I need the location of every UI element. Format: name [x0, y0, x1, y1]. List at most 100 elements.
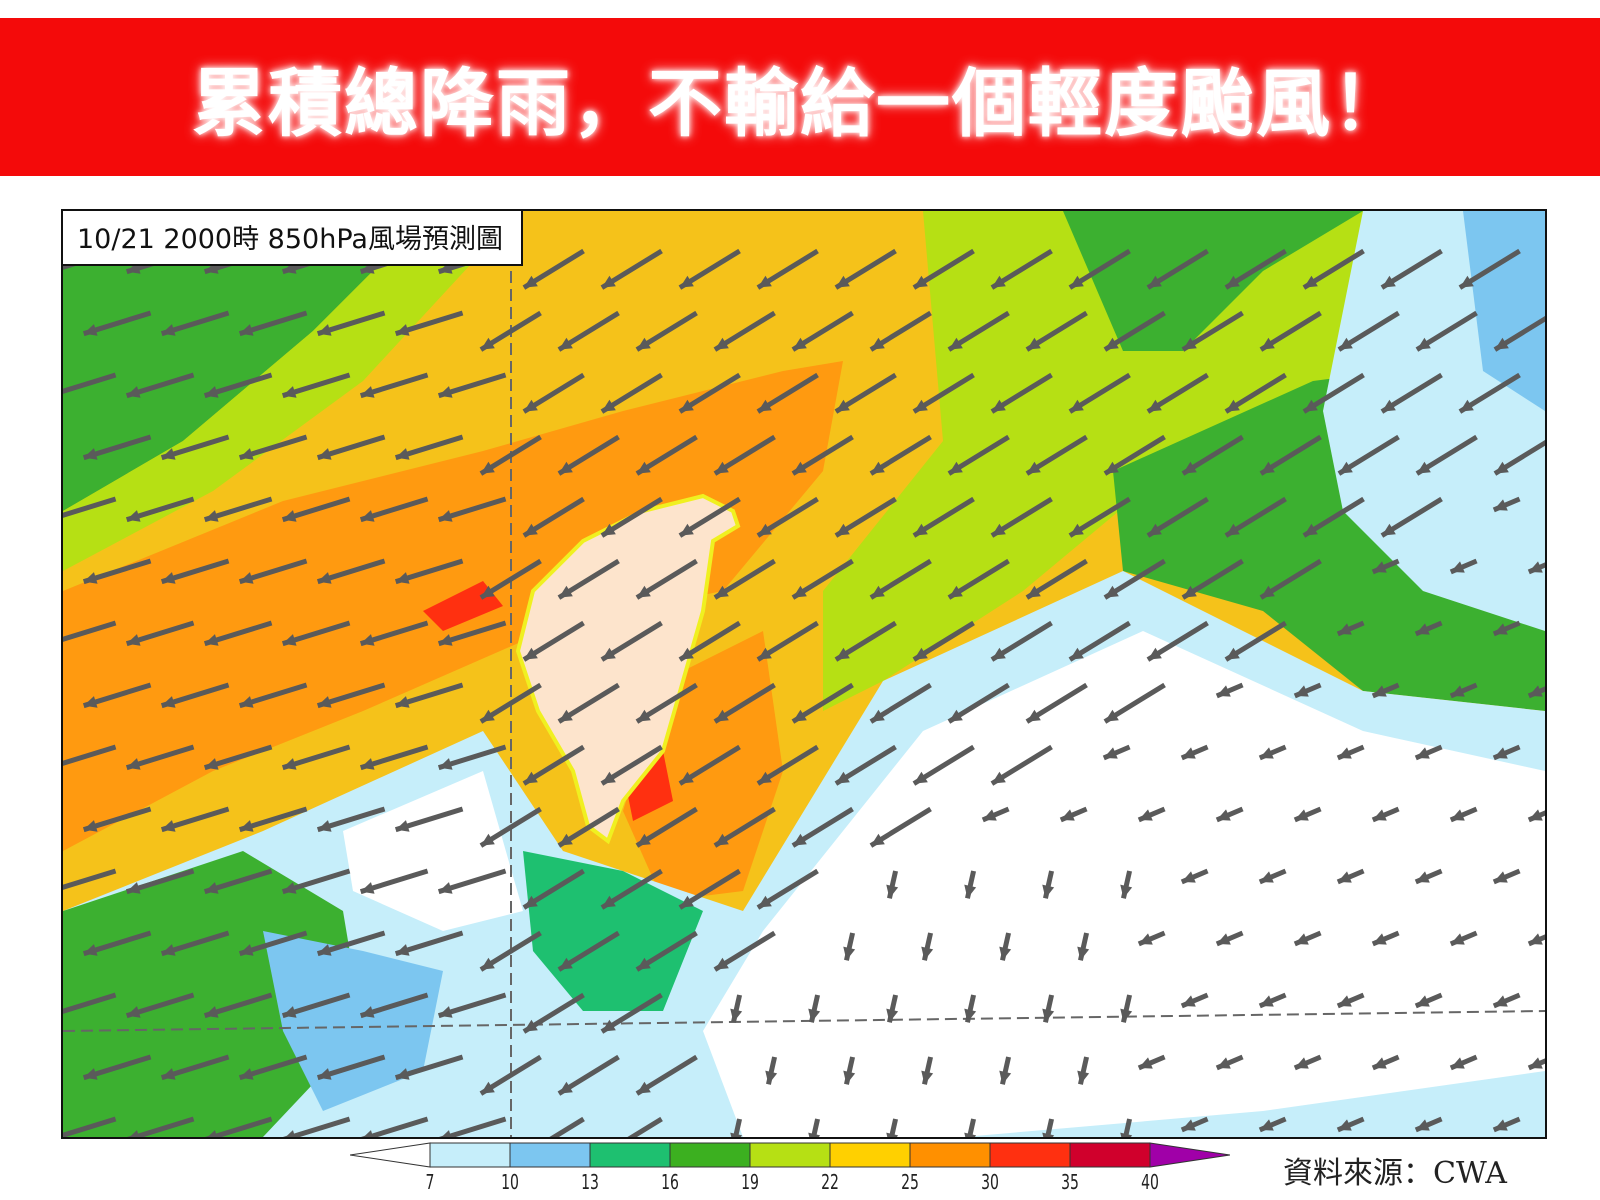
wind-arrow-head	[601, 647, 616, 660]
wind-arrow-head	[1337, 747, 1352, 759]
wind-arrow-head	[1103, 747, 1118, 759]
wind-arrow-head	[1042, 1008, 1055, 1023]
wind-arrow-head	[126, 758, 141, 770]
wind-arrow-head	[126, 634, 141, 646]
wind-arrow-head	[438, 882, 453, 894]
wind-arrow	[63, 868, 117, 890]
wind-arrow-head	[204, 882, 219, 894]
wind-arrow-head	[1216, 809, 1231, 821]
wind-arrow-head	[558, 461, 573, 474]
colorbar-swatch	[669, 1142, 751, 1168]
wind-arrow-head	[438, 1006, 453, 1018]
wind-arrow-head	[161, 696, 176, 708]
wind-arrow-head	[835, 275, 850, 288]
wind-arrow-head	[1450, 685, 1465, 697]
wind-arrow-head	[523, 895, 538, 908]
colorbar-swatch	[829, 1142, 911, 1168]
wind-arrow-head	[1259, 747, 1274, 759]
wind-arrow-head	[207, 1130, 218, 1137]
wind-arrow-head	[438, 386, 453, 398]
wind-arrow-head	[239, 696, 254, 708]
wind-arrow-head	[239, 572, 254, 584]
wind-arrow-head	[714, 461, 729, 474]
wind-arrow-head	[360, 634, 375, 646]
wind-arrow-head	[1415, 1119, 1430, 1131]
colorbar	[350, 1142, 1230, 1168]
colorbar-tick-label: 30	[981, 1170, 999, 1194]
colorbar-tick-label: 13	[581, 1170, 599, 1194]
wind-arrow-head	[523, 771, 538, 784]
wind-arrow	[63, 620, 117, 642]
wind-arrow-head	[1104, 337, 1119, 350]
wind-arrow-head	[792, 461, 807, 474]
wind-arrow	[810, 1118, 821, 1137]
wind-arrow-head	[730, 1008, 743, 1023]
wind-arrow-head	[1147, 647, 1162, 660]
wind-arrow-head	[395, 696, 410, 708]
wind-arrow-head	[480, 833, 495, 846]
wind-arrow-head	[636, 337, 651, 350]
wind-arrow-head	[948, 585, 963, 598]
wind-arrow-head	[792, 585, 807, 598]
wind-arrow-head	[1338, 461, 1353, 474]
colorbar-tick-label: 25	[901, 1170, 919, 1194]
wind-arrow-head	[679, 647, 694, 660]
wind-arrow-head	[83, 448, 98, 460]
wind-arrow-head	[679, 399, 694, 412]
wind-arrow-head	[438, 758, 453, 770]
wind-arrow-head	[991, 275, 1006, 288]
wind-arrow-head	[1381, 523, 1396, 536]
wind-arrow-head	[523, 1019, 538, 1032]
wind-arrow-head	[317, 696, 332, 708]
wind-arrow-head	[523, 399, 538, 412]
wind-arrow-head	[239, 1068, 254, 1080]
wind-arrow-head	[1493, 1119, 1508, 1131]
wind-arrow-head	[1416, 461, 1431, 474]
wind-arrow-head	[161, 1068, 176, 1080]
wind-arrow-head	[948, 337, 963, 350]
wind-arrow-head	[1303, 275, 1318, 288]
wind-arrow-head	[83, 572, 98, 584]
wind-arrow-head	[204, 510, 219, 522]
wind-arrow-head	[991, 771, 1006, 784]
wind-arrow-head	[1147, 523, 1162, 536]
wind-arrow-head	[83, 820, 98, 832]
wind-arrow-head	[282, 758, 297, 770]
wind-arrow-head	[558, 337, 573, 350]
wind-arrow-head	[1493, 747, 1508, 759]
wind-arrow-head	[1060, 809, 1075, 821]
wind-arrow-head	[558, 957, 573, 970]
wind-arrow-head	[282, 510, 297, 522]
wind-arrow-head	[1120, 1132, 1133, 1137]
wind-arrow-head	[360, 1006, 375, 1018]
colorbar-swatch	[509, 1142, 591, 1168]
wind-arrow-head	[1026, 461, 1041, 474]
wind-arrow-head	[843, 946, 856, 961]
wind-arrow-head	[792, 709, 807, 722]
wind-arrow-head	[964, 1008, 977, 1023]
wind-arrow	[63, 992, 117, 1014]
wind-arrow-head	[1416, 337, 1431, 350]
wind-arrow-head	[601, 523, 616, 536]
wind-arrow	[1122, 1118, 1133, 1137]
wind-field-map: 10/21 2000時 850hPa風場預測圖	[61, 209, 1547, 1139]
wind-arrow-head	[1026, 337, 1041, 350]
wind-arrow-head	[1182, 585, 1197, 598]
wind-arrow-head	[395, 944, 410, 956]
wind-arrow-head	[835, 399, 850, 412]
wind-arrow-head	[161, 820, 176, 832]
wind-arrow-head	[1338, 337, 1353, 350]
headline-title: 累積總降雨，不輸給一個輕度颱風！	[192, 60, 1408, 147]
wind-arrow-head	[1372, 561, 1387, 573]
wind-arrow	[627, 1116, 663, 1137]
wind-arrow-head	[1459, 399, 1474, 412]
wind-arrow-head	[1225, 647, 1240, 660]
wind-arrow-head	[204, 758, 219, 770]
wind-arrow-head	[757, 523, 772, 536]
wind-arrow-head	[1181, 871, 1196, 883]
wind-arrow-head	[558, 585, 573, 598]
wind-arrow-head	[1372, 809, 1387, 821]
wind-arrow-head	[1216, 933, 1231, 945]
wind-arrow-head	[808, 1008, 821, 1023]
wind-arrow-head	[1303, 399, 1318, 412]
